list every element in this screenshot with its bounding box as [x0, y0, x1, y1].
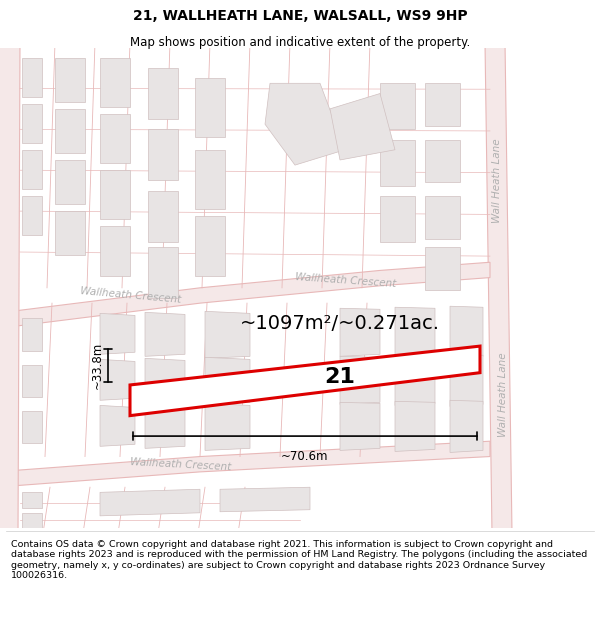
Polygon shape [425, 83, 460, 126]
Polygon shape [425, 139, 460, 182]
Polygon shape [100, 359, 135, 400]
Text: Wallheath Crescent: Wallheath Crescent [80, 286, 182, 304]
Polygon shape [395, 355, 435, 406]
Polygon shape [220, 488, 310, 512]
Polygon shape [100, 406, 135, 446]
Polygon shape [205, 311, 250, 358]
Polygon shape [265, 83, 345, 165]
Polygon shape [380, 139, 415, 186]
Polygon shape [22, 411, 42, 443]
Polygon shape [148, 247, 178, 298]
Polygon shape [0, 42, 20, 533]
Polygon shape [100, 313, 135, 354]
Text: Contains OS data © Crown copyright and database right 2021. This information is : Contains OS data © Crown copyright and d… [11, 540, 587, 580]
Text: Wall Heath Lane: Wall Heath Lane [498, 353, 508, 437]
Polygon shape [100, 489, 200, 516]
Polygon shape [340, 402, 380, 451]
Polygon shape [55, 160, 85, 204]
Polygon shape [145, 358, 185, 402]
Text: ~70.6m: ~70.6m [281, 451, 329, 463]
Polygon shape [22, 58, 42, 97]
Polygon shape [380, 83, 415, 129]
Polygon shape [450, 400, 483, 452]
Polygon shape [100, 114, 130, 163]
Polygon shape [340, 356, 380, 404]
Polygon shape [205, 403, 250, 451]
Polygon shape [22, 196, 42, 234]
Polygon shape [22, 364, 42, 398]
Polygon shape [205, 357, 250, 404]
Polygon shape [195, 150, 225, 209]
Text: 21, WALLHEATH LANE, WALSALL, WS9 9HP: 21, WALLHEATH LANE, WALSALL, WS9 9HP [133, 9, 467, 24]
Polygon shape [425, 196, 460, 239]
Polygon shape [55, 109, 85, 153]
Polygon shape [195, 216, 225, 276]
Polygon shape [55, 58, 85, 102]
Text: ~1097m²/~0.271ac.: ~1097m²/~0.271ac. [240, 314, 440, 333]
Text: ~33.8m: ~33.8m [91, 342, 104, 389]
Polygon shape [395, 308, 435, 358]
Polygon shape [148, 191, 178, 242]
Text: Wallheath Crescent: Wallheath Crescent [295, 272, 397, 289]
Polygon shape [450, 354, 483, 406]
Polygon shape [22, 512, 42, 528]
Polygon shape [148, 129, 178, 181]
Polygon shape [380, 196, 415, 242]
Polygon shape [130, 346, 480, 416]
Polygon shape [340, 308, 380, 356]
Polygon shape [100, 170, 130, 219]
Text: Wall Heath Lane: Wall Heath Lane [492, 138, 502, 222]
Polygon shape [145, 312, 185, 356]
Polygon shape [100, 58, 130, 107]
Polygon shape [145, 404, 185, 448]
Polygon shape [425, 247, 460, 290]
Polygon shape [195, 78, 225, 138]
Polygon shape [485, 42, 512, 533]
Polygon shape [100, 226, 130, 276]
Polygon shape [55, 211, 85, 255]
Polygon shape [22, 150, 42, 189]
Text: Map shows position and indicative extent of the property.: Map shows position and indicative extent… [130, 36, 470, 49]
Polygon shape [395, 401, 435, 451]
Text: Wallheath Crescent: Wallheath Crescent [130, 457, 232, 472]
Polygon shape [330, 94, 395, 160]
Polygon shape [0, 441, 490, 488]
Polygon shape [450, 306, 483, 358]
Polygon shape [22, 492, 42, 508]
Polygon shape [22, 319, 42, 351]
Text: 21: 21 [325, 367, 355, 387]
Polygon shape [148, 68, 178, 119]
Polygon shape [0, 262, 490, 329]
Polygon shape [22, 104, 42, 142]
